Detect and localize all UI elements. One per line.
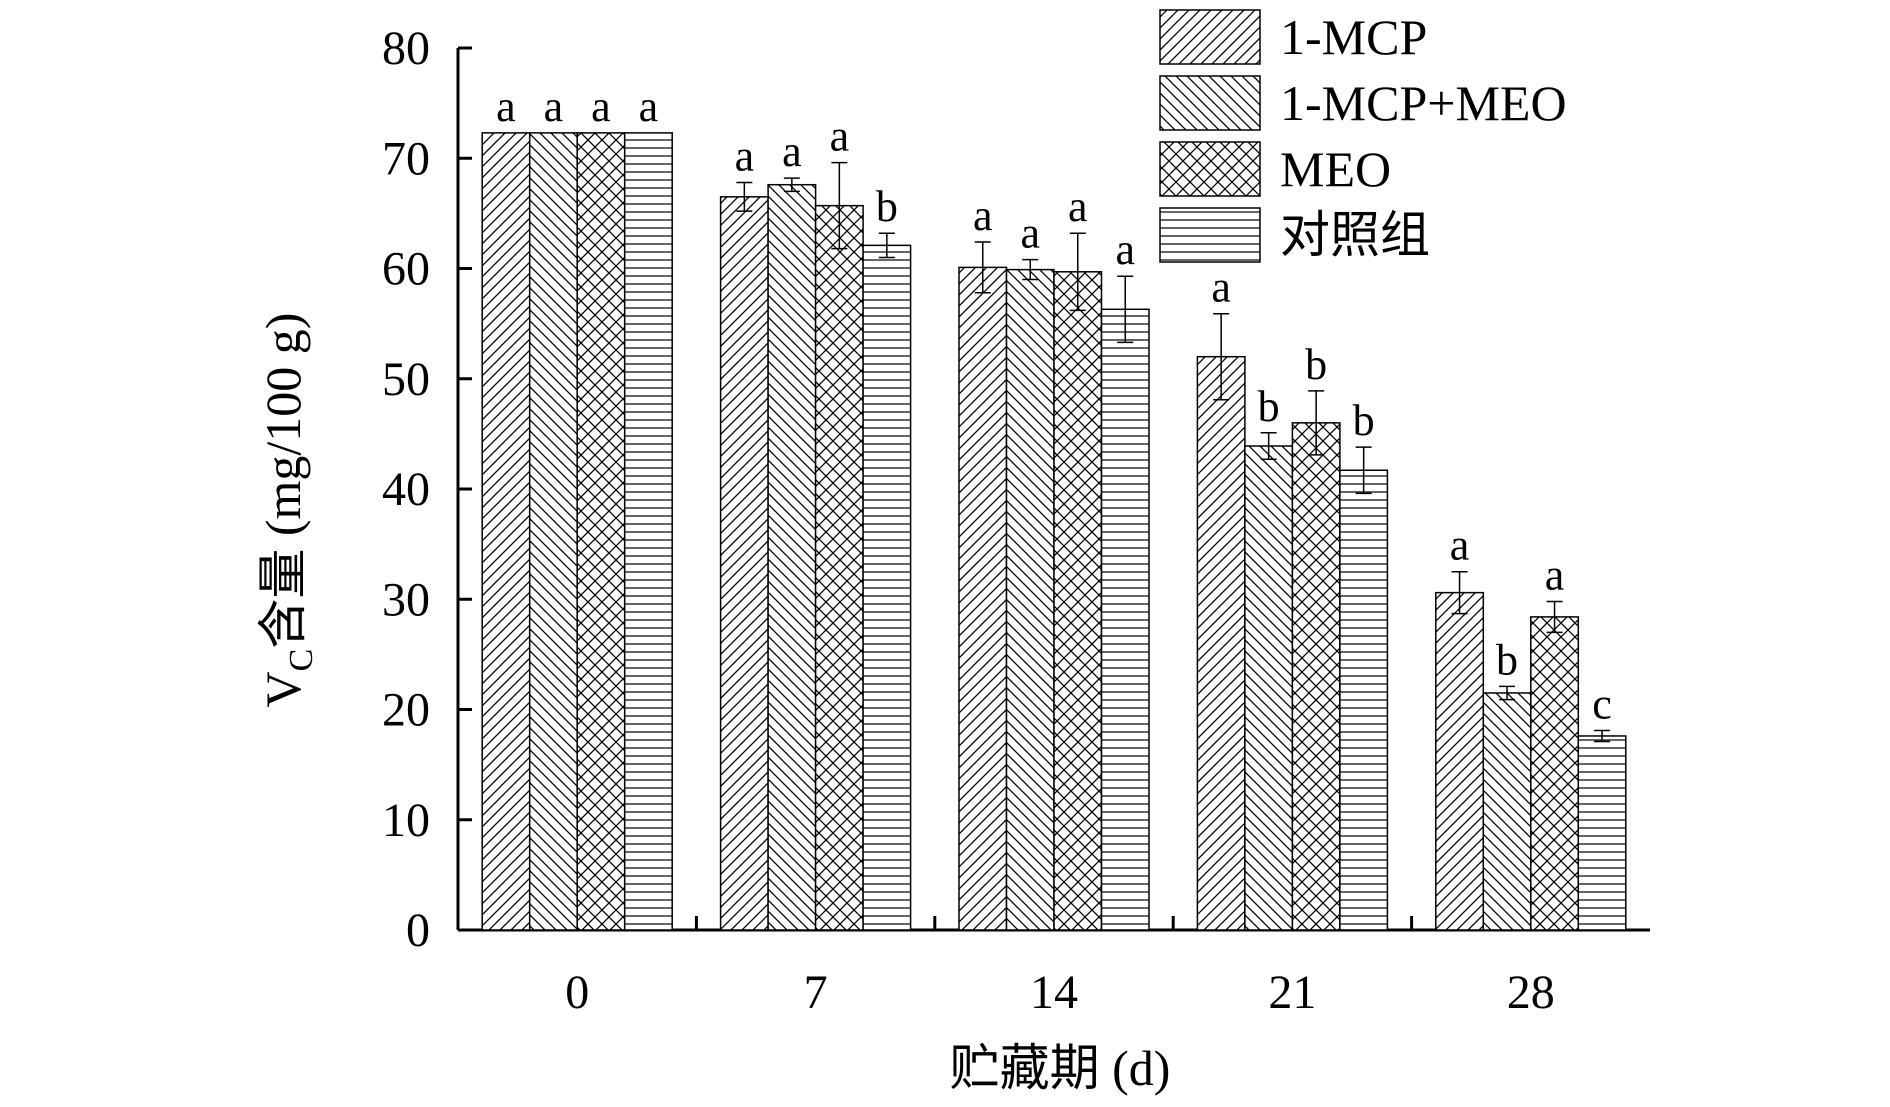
significance-label: a <box>544 82 564 131</box>
bar <box>1100 308 1150 931</box>
x-tick-label: 14 <box>1030 966 1078 1019</box>
bar <box>1577 735 1627 931</box>
bar <box>528 132 578 931</box>
bar <box>767 183 817 931</box>
bar <box>623 132 673 931</box>
axes: 0 10 20 30 40 50 60 70 80 0 7 14 21 28 <box>382 22 1650 1019</box>
significance-label: a <box>1545 550 1565 599</box>
y-tick-label: 50 <box>382 353 430 406</box>
y-tick-label: 70 <box>382 132 430 185</box>
significance-label: a <box>735 132 755 181</box>
bar <box>1244 445 1294 931</box>
bar <box>1482 692 1532 931</box>
bar <box>576 132 626 931</box>
significance-label: a <box>1068 182 1088 231</box>
y-tick-label: 80 <box>382 22 430 75</box>
y-axis-title-rest: 含量 (mg/100 g) <box>255 313 311 649</box>
y-tick-label: 40 <box>382 463 430 516</box>
bar <box>1339 469 1389 931</box>
y-axis-title-subscript: C <box>283 649 320 672</box>
bar <box>1530 616 1580 931</box>
legend-label: 1-MCP <box>1280 9 1427 65</box>
x-tick-label: 7 <box>804 966 828 1019</box>
x-tick-label: 0 <box>565 966 589 1019</box>
significance-label: a <box>496 82 516 131</box>
significance-label: a <box>1211 263 1231 312</box>
bar <box>1196 355 1246 931</box>
x-tick-label: 21 <box>1268 966 1316 1019</box>
bar <box>814 204 864 931</box>
significance-label: c <box>1592 679 1612 728</box>
significance-label: a <box>639 82 659 131</box>
y-axis-title: VC含量 (mg/100 g) <box>255 313 320 708</box>
legend-swatch <box>1159 75 1261 131</box>
legend-swatch <box>1159 9 1261 65</box>
y-tick-label: 20 <box>382 684 430 737</box>
legend-label: 对照组 <box>1280 207 1430 263</box>
y-tick-label: 0 <box>406 904 430 957</box>
x-axis-title: 贮藏期 (d) <box>950 1040 1171 1096</box>
significance-label: a <box>1115 225 1135 274</box>
y-tick-label: 10 <box>382 794 430 847</box>
bar <box>958 266 1008 931</box>
significance-label: a <box>973 191 993 240</box>
legend: 1-MCP 1-MCP+MEO MEO 对照组 <box>1159 9 1567 263</box>
bar <box>862 244 912 931</box>
significance-label: b <box>876 182 898 231</box>
bar <box>1053 271 1103 931</box>
bar <box>1435 591 1485 931</box>
legend-label: MEO <box>1280 141 1391 197</box>
significance-label: b <box>1353 396 1375 445</box>
bar <box>719 196 769 931</box>
significance-label: a <box>782 127 802 176</box>
legend-swatch <box>1159 141 1261 197</box>
significance-label: b <box>1305 340 1327 389</box>
y-tick-label: 30 <box>382 573 430 626</box>
legend-swatch <box>1159 207 1261 263</box>
bar <box>481 132 531 931</box>
significance-label: a <box>1450 521 1470 570</box>
significance-label: a <box>591 82 611 131</box>
x-tick-label: 28 <box>1507 966 1555 1019</box>
bar <box>1005 268 1055 931</box>
significance-label: a <box>830 112 850 161</box>
y-axis-title-main: V <box>255 671 311 707</box>
y-tick-label: 60 <box>382 243 430 296</box>
legend-label: 1-MCP+MEO <box>1280 75 1567 131</box>
bar <box>1291 422 1341 931</box>
significance-label: a <box>1020 209 1040 258</box>
significance-label: b <box>1496 635 1518 684</box>
significance-label: b <box>1258 382 1280 431</box>
